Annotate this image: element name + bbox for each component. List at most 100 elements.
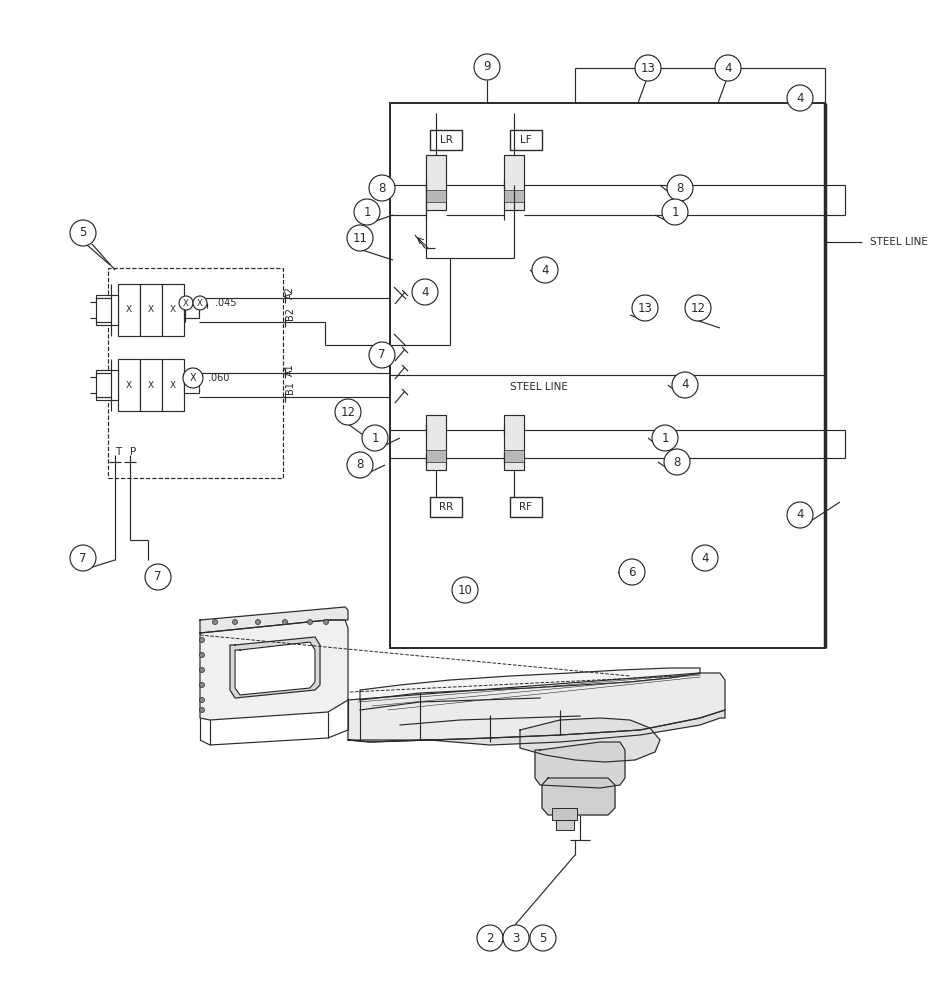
- Text: 11: 11: [352, 232, 367, 244]
- Text: B1: B1: [285, 382, 295, 394]
- Bar: [552, 808, 577, 820]
- Circle shape: [308, 619, 312, 624]
- Text: 7: 7: [379, 349, 386, 361]
- Text: LF: LF: [520, 135, 531, 145]
- Circle shape: [347, 452, 373, 478]
- Text: STEEL LINE: STEEL LINE: [510, 382, 568, 392]
- Circle shape: [193, 296, 207, 310]
- Text: 12: 12: [690, 302, 705, 314]
- Text: RF: RF: [519, 502, 532, 512]
- Polygon shape: [535, 742, 625, 788]
- Circle shape: [199, 638, 205, 643]
- Circle shape: [635, 55, 661, 81]
- Polygon shape: [200, 607, 348, 633]
- Text: 8: 8: [379, 182, 386, 194]
- Circle shape: [324, 619, 329, 624]
- Text: 9: 9: [483, 60, 491, 74]
- Text: 2: 2: [486, 932, 494, 944]
- Circle shape: [335, 399, 361, 425]
- Circle shape: [685, 295, 711, 321]
- Bar: [118, 284, 140, 336]
- Circle shape: [662, 199, 688, 225]
- Text: 5: 5: [79, 227, 87, 239]
- Text: 3: 3: [513, 932, 520, 944]
- Text: P: P: [130, 447, 136, 457]
- Text: X: X: [170, 380, 177, 389]
- Bar: [504, 155, 524, 210]
- Polygon shape: [235, 642, 315, 695]
- Circle shape: [354, 199, 380, 225]
- Text: 4: 4: [541, 263, 548, 276]
- Text: 4: 4: [682, 378, 689, 391]
- Text: X: X: [126, 306, 132, 314]
- Text: A1: A1: [285, 364, 295, 376]
- Polygon shape: [200, 620, 348, 720]
- Text: LR: LR: [440, 135, 452, 145]
- Bar: [426, 190, 446, 202]
- Text: 4: 4: [421, 286, 429, 298]
- Bar: [426, 415, 446, 470]
- Bar: [504, 450, 524, 462]
- Bar: [510, 130, 542, 150]
- Circle shape: [452, 577, 478, 603]
- Text: 4: 4: [724, 62, 732, 75]
- Text: 1: 1: [671, 206, 679, 219]
- Bar: [108, 268, 283, 478]
- Text: RR: RR: [439, 502, 453, 512]
- Circle shape: [70, 545, 96, 571]
- Circle shape: [145, 564, 171, 590]
- Circle shape: [530, 925, 556, 951]
- Circle shape: [503, 925, 529, 951]
- Bar: [556, 820, 574, 830]
- Text: 13: 13: [641, 62, 655, 75]
- Text: 4: 4: [701, 552, 709, 564]
- Circle shape: [212, 619, 217, 624]
- Text: 8: 8: [676, 182, 683, 194]
- Text: 4: 4: [796, 92, 803, 104]
- Text: 12: 12: [341, 406, 356, 418]
- Circle shape: [715, 55, 741, 81]
- Bar: [504, 415, 524, 470]
- Bar: [430, 130, 462, 150]
- Text: X: X: [197, 298, 203, 308]
- Bar: [140, 284, 162, 336]
- Text: 8: 8: [673, 456, 681, 468]
- Bar: [162, 284, 184, 336]
- Circle shape: [412, 279, 438, 305]
- Circle shape: [232, 619, 238, 624]
- Polygon shape: [542, 778, 615, 815]
- Text: X: X: [183, 298, 189, 308]
- Circle shape: [369, 175, 395, 201]
- Bar: [426, 155, 446, 210]
- Circle shape: [664, 449, 690, 475]
- Bar: [504, 190, 524, 202]
- Bar: [184, 377, 199, 393]
- Bar: [96, 370, 118, 400]
- Bar: [184, 302, 199, 318]
- Text: 1: 1: [371, 432, 379, 444]
- Text: 8: 8: [356, 458, 363, 472]
- Polygon shape: [348, 710, 725, 745]
- Circle shape: [787, 502, 813, 528]
- Text: 7: 7: [79, 552, 87, 564]
- Polygon shape: [520, 718, 660, 762]
- Text: 1: 1: [661, 432, 668, 444]
- Text: X: X: [148, 380, 154, 389]
- Circle shape: [477, 925, 503, 951]
- Bar: [118, 359, 140, 411]
- Text: A2: A2: [285, 287, 295, 299]
- Circle shape: [347, 225, 373, 251]
- Circle shape: [199, 708, 205, 712]
- Text: 6: 6: [629, 566, 635, 578]
- Text: 7: 7: [154, 570, 161, 584]
- Circle shape: [199, 682, 205, 688]
- Text: 4: 4: [796, 508, 803, 522]
- Text: 13: 13: [637, 302, 652, 314]
- Text: 1: 1: [363, 206, 371, 219]
- Circle shape: [787, 85, 813, 111]
- Text: X: X: [190, 373, 196, 383]
- Text: X: X: [126, 380, 132, 389]
- Bar: [96, 295, 118, 325]
- Circle shape: [632, 295, 658, 321]
- Bar: [390, 103, 825, 648]
